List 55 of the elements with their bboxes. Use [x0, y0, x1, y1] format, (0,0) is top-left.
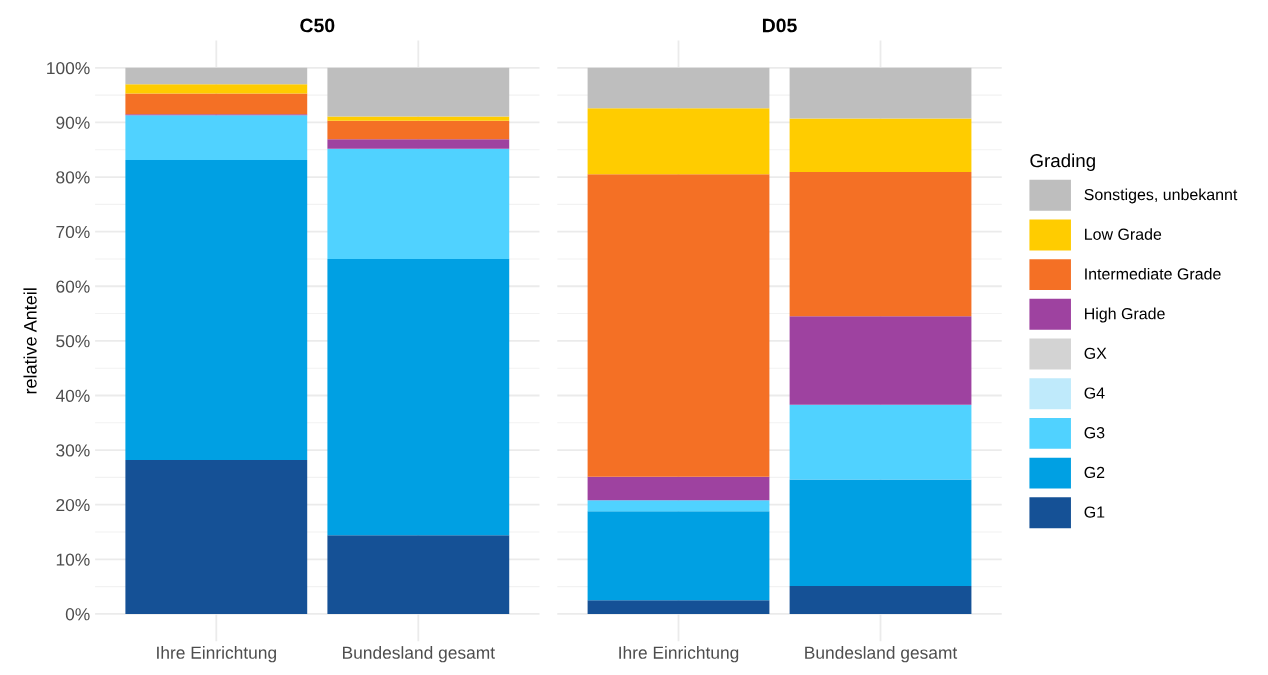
x-tick-label: Bundesland gesamt: [805, 646, 958, 663]
bar: [327, 116, 510, 121]
bar: [587, 67, 770, 109]
y-tick-label: 0%: [65, 608, 90, 621]
legend-label: G1: [1084, 506, 1105, 518]
legend-label: G2: [1084, 466, 1105, 479]
bar: [789, 67, 972, 119]
bar: [789, 404, 972, 480]
bar: [587, 476, 770, 501]
x-tick-label: Ihre Einrichtung: [619, 646, 739, 663]
legend-title: Grading: [1030, 153, 1095, 171]
x-tick-label: Bundesland gesamt: [343, 646, 495, 663]
legend-label: High Grade: [1085, 307, 1165, 323]
x-tick-label: Ihre Einrichtung: [157, 646, 276, 663]
bar: [125, 459, 308, 614]
y-tick-label: 80%: [56, 171, 90, 184]
bar: [327, 535, 510, 614]
bar: [587, 600, 770, 614]
y-tick-label: 70%: [56, 225, 90, 239]
bar: [125, 93, 308, 115]
bar: [587, 500, 770, 512]
y-tick-label: 20%: [56, 498, 90, 512]
y-tick-label: 30%: [56, 444, 90, 457]
legend-label: G3: [1084, 427, 1105, 439]
bar: [125, 84, 308, 94]
bar: [587, 108, 770, 175]
y-axis-title: relative Anteil: [23, 288, 37, 394]
bar: [789, 118, 972, 173]
y-tick-label: 100%: [47, 61, 90, 75]
y-tick-label: 50%: [56, 335, 90, 348]
bar: [327, 67, 510, 117]
bar: [327, 139, 510, 149]
y-tick-label: 10%: [56, 553, 90, 566]
bar: [789, 479, 972, 587]
bar: [587, 511, 770, 601]
y-tick-label: 40%: [55, 389, 90, 402]
legend-label: G4: [1084, 387, 1105, 399]
bar: [587, 174, 770, 477]
bar: [327, 120, 510, 140]
legend-label: Low Grade: [1085, 228, 1162, 240]
bar: [125, 160, 308, 460]
bar: [789, 316, 972, 405]
bar: [789, 586, 972, 614]
legend-label: Intermediate Grade: [1085, 267, 1221, 280]
bar: [125, 115, 308, 161]
y-tick-label: 60%: [56, 280, 90, 293]
bar: [125, 67, 308, 85]
bar: [789, 172, 972, 317]
legend-label: Sonstiges, unbekannt: [1084, 188, 1238, 204]
bar: [327, 258, 510, 536]
bar: [327, 148, 510, 259]
y-tick-label: 90%: [56, 116, 90, 129]
legend-label: GX: [1084, 347, 1107, 359]
chart-title: D05: [762, 18, 797, 33]
chart-title: C50: [300, 18, 335, 33]
